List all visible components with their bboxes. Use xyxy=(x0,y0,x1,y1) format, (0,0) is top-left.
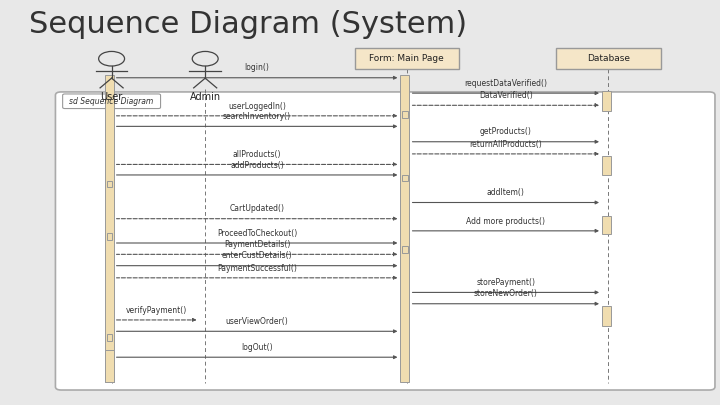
Text: allProducts(): allProducts() xyxy=(233,150,282,159)
Bar xyxy=(107,233,112,240)
Text: sd Sequence Diagram: sd Sequence Diagram xyxy=(69,97,154,106)
Text: storePayment(): storePayment() xyxy=(477,278,535,287)
Text: userLoggedIn(): userLoggedIn() xyxy=(228,102,286,111)
Bar xyxy=(602,306,611,326)
Bar xyxy=(402,111,408,118)
Text: Database: Database xyxy=(587,54,630,63)
Text: addProducts(): addProducts() xyxy=(230,161,284,170)
Bar xyxy=(105,75,114,382)
Bar xyxy=(556,48,660,69)
Text: PaymentSuccessful(): PaymentSuccessful() xyxy=(217,264,297,273)
Bar xyxy=(602,91,611,111)
Text: Form: Main Page: Form: Main Page xyxy=(369,54,444,63)
Bar xyxy=(105,350,114,382)
Text: User: User xyxy=(101,92,122,102)
Text: requestDataVerified(): requestDataVerified() xyxy=(464,79,547,88)
Bar xyxy=(402,246,408,253)
Text: login(): login() xyxy=(245,64,269,72)
Text: Admin: Admin xyxy=(189,92,221,102)
Text: CartUpdated(): CartUpdated() xyxy=(230,205,284,213)
Text: enterCustDetails(): enterCustDetails() xyxy=(222,252,292,260)
Text: DataVerified(): DataVerified() xyxy=(479,91,533,100)
Text: searchInventory(): searchInventory() xyxy=(223,112,291,121)
Bar xyxy=(354,48,459,69)
FancyBboxPatch shape xyxy=(55,92,715,390)
Bar xyxy=(402,175,408,181)
Bar xyxy=(107,334,112,341)
Text: Sequence Diagram (System): Sequence Diagram (System) xyxy=(29,10,467,39)
Text: logOut(): logOut() xyxy=(241,343,273,352)
Text: ProceedToCheckout(): ProceedToCheckout() xyxy=(217,229,297,238)
Text: PaymentDetails(): PaymentDetails() xyxy=(224,240,290,249)
Text: addItem(): addItem() xyxy=(487,188,525,197)
Bar xyxy=(400,75,410,382)
Text: storeNewOrder(): storeNewOrder() xyxy=(474,290,538,298)
Text: userViewOrder(): userViewOrder() xyxy=(225,317,289,326)
Bar xyxy=(602,216,611,234)
Text: getProducts(): getProducts() xyxy=(480,128,532,136)
FancyBboxPatch shape xyxy=(63,94,161,109)
Bar xyxy=(602,156,611,175)
Text: Add more products(): Add more products() xyxy=(467,217,545,226)
Text: returnAllProducts(): returnAllProducts() xyxy=(469,140,542,149)
Bar xyxy=(107,181,112,187)
Text: verifyPayment(): verifyPayment() xyxy=(126,306,187,315)
